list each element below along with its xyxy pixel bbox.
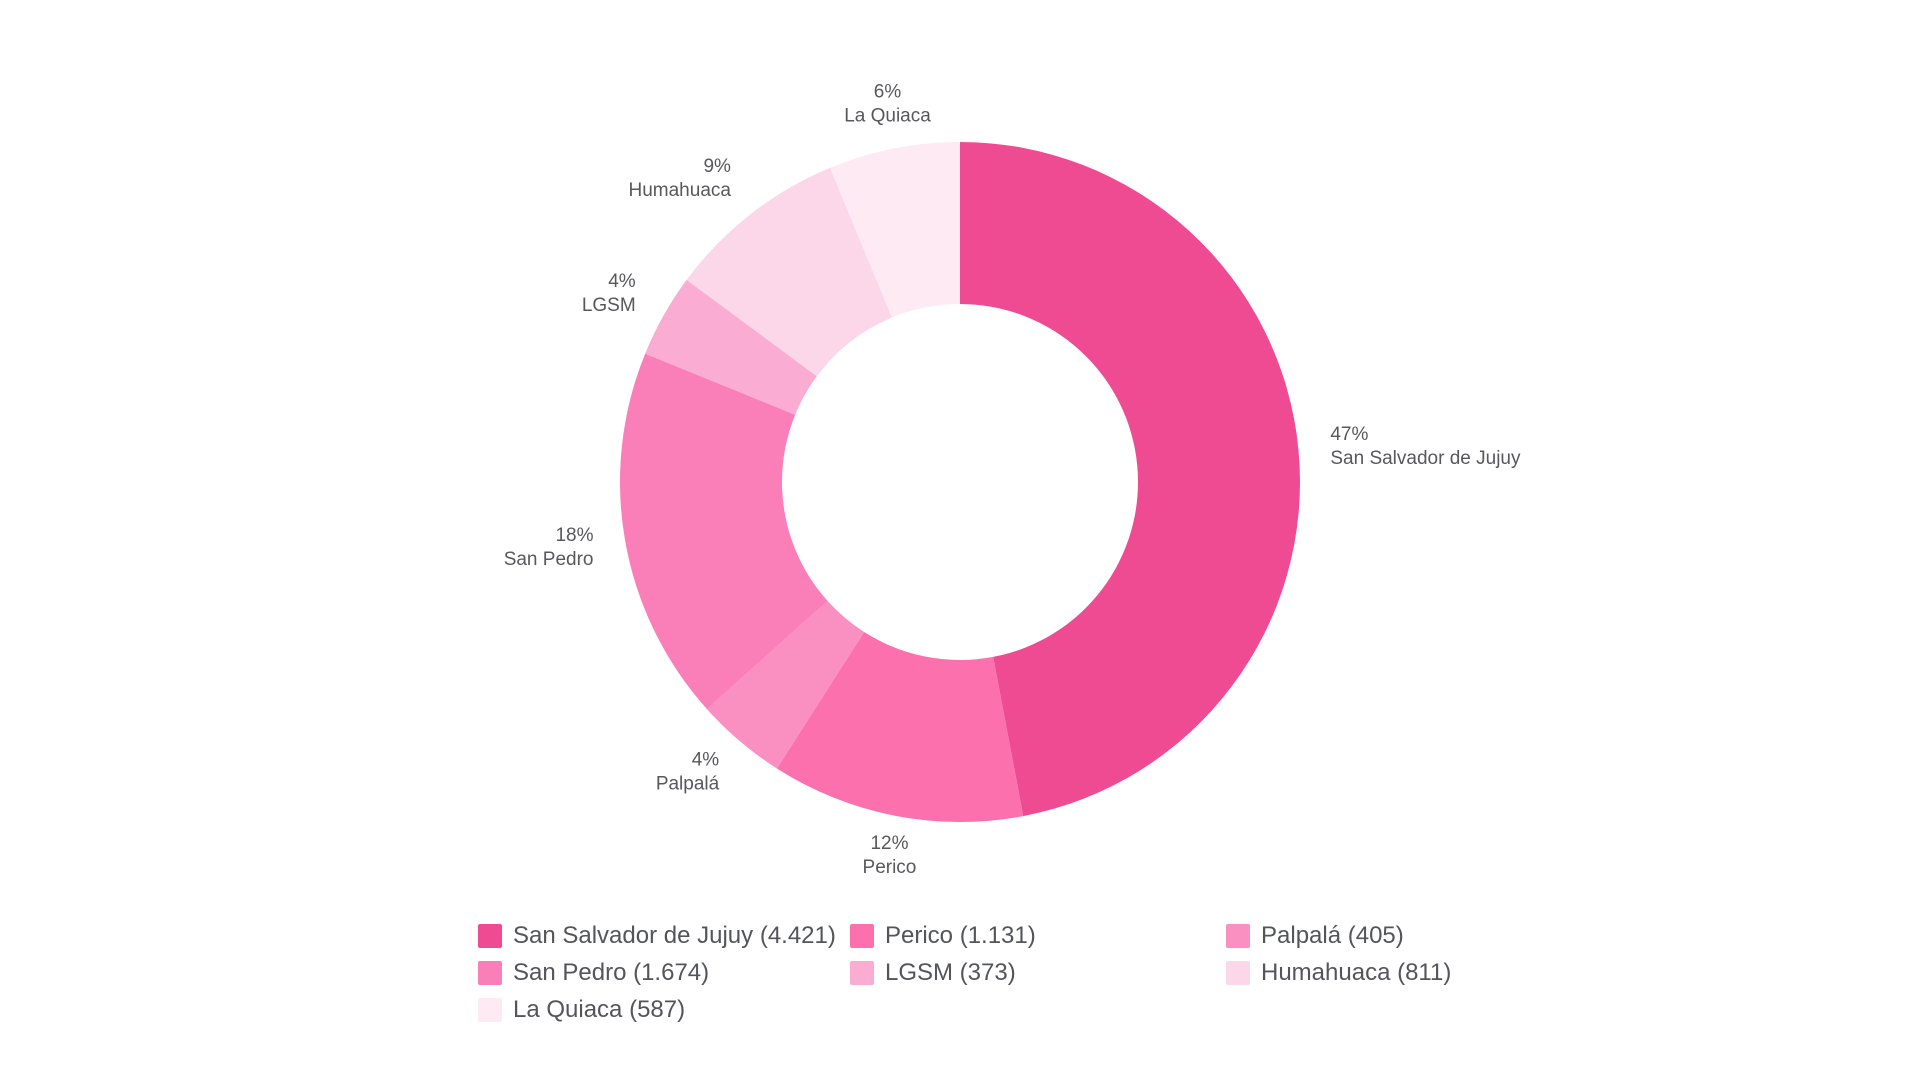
slice-label-la-quiaca: 6% La Quiaca [844,81,931,126]
pie-slice-palpala[interactable] [706,600,865,769]
legend-swatch-la-quiaca [478,998,502,1022]
legend-swatch-lgsm [850,961,874,985]
pie-slice-humahuaca[interactable] [686,167,892,377]
slice-category-label: Palpalá [656,774,720,795]
slice-percent-label: 47% [1330,424,1368,445]
slice-percent-label: 12% [870,833,908,854]
legend-item-san-salvador-de-jujuy: San Salvador de Jujuy (4.421) [478,924,850,948]
pie-slice-san-pedro[interactable] [620,353,828,710]
legend-swatch-humahuaca [1226,961,1250,985]
legend-label: La Quiaca (587) [513,996,686,1023]
legend-item-perico: Perico (1.131) [850,924,1226,948]
slice-category-label: Humahuaca [629,180,732,201]
legend-item-la-quiaca: La Quiaca (587) [478,998,850,1022]
slice-category-label: LGSM [582,295,636,316]
legend-swatch-palpala [1226,924,1250,948]
slice-percent-label: 4% [692,750,720,771]
slice-label-lgsm: 4% LGSM [582,271,636,316]
slice-percent-label: 4% [608,271,636,292]
slice-label-palpala: 4% Palpalá [656,750,720,795]
slice-label-perico: 12% Perico [863,833,917,878]
pie-slice-lgsm[interactable] [645,279,817,415]
legend-item-san-pedro: San Pedro (1.674) [478,961,850,985]
slice-category-label: San Salvador de Jujuy [1330,448,1521,469]
legend-swatch-san-salvador-de-jujuy [478,924,502,948]
slice-label-san-pedro: 18% San Pedro [504,525,594,570]
slice-category-label: San Pedro [504,549,594,570]
legend-label: Perico (1.131) [885,922,1036,949]
legend-item-lgsm: LGSM (373) [850,961,1226,985]
pie-slice-san-salvador-de-jujuy[interactable] [960,142,1300,817]
pie-slice-la-quiaca[interactable] [830,142,960,318]
legend-item-palpala: Palpalá (405) [1226,924,1451,948]
legend-label: LGSM (373) [885,959,1016,986]
slice-category-label: La Quiaca [844,105,931,126]
pie-slice-perico[interactable] [776,631,1024,822]
legend-label: Humahuaca (811) [1261,959,1452,986]
chart-legend: San Salvador de Jujuy (4.421) Perico (1.1… [478,924,1451,1022]
slice-percent-label: 9% [703,156,731,177]
legend-swatch-san-pedro [478,961,502,985]
slice-percent-label: 6% [874,81,902,102]
legend-swatch-perico [850,924,874,948]
slice-label-san-salvador-de-jujuy: 47% San Salvador de Jujuy [1330,424,1521,469]
legend-item-humahuaca: Humahuaca (811) [1226,961,1451,985]
legend-label: San Pedro (1.674) [513,959,710,986]
legend-label: San Salvador de Jujuy (4.421) [513,922,836,949]
slice-percent-label: 18% [555,525,593,546]
legend-label: Palpalá (405) [1261,922,1404,949]
slice-label-humahuaca: 9% Humahuaca [629,156,732,201]
slice-category-label: Perico [863,857,917,878]
